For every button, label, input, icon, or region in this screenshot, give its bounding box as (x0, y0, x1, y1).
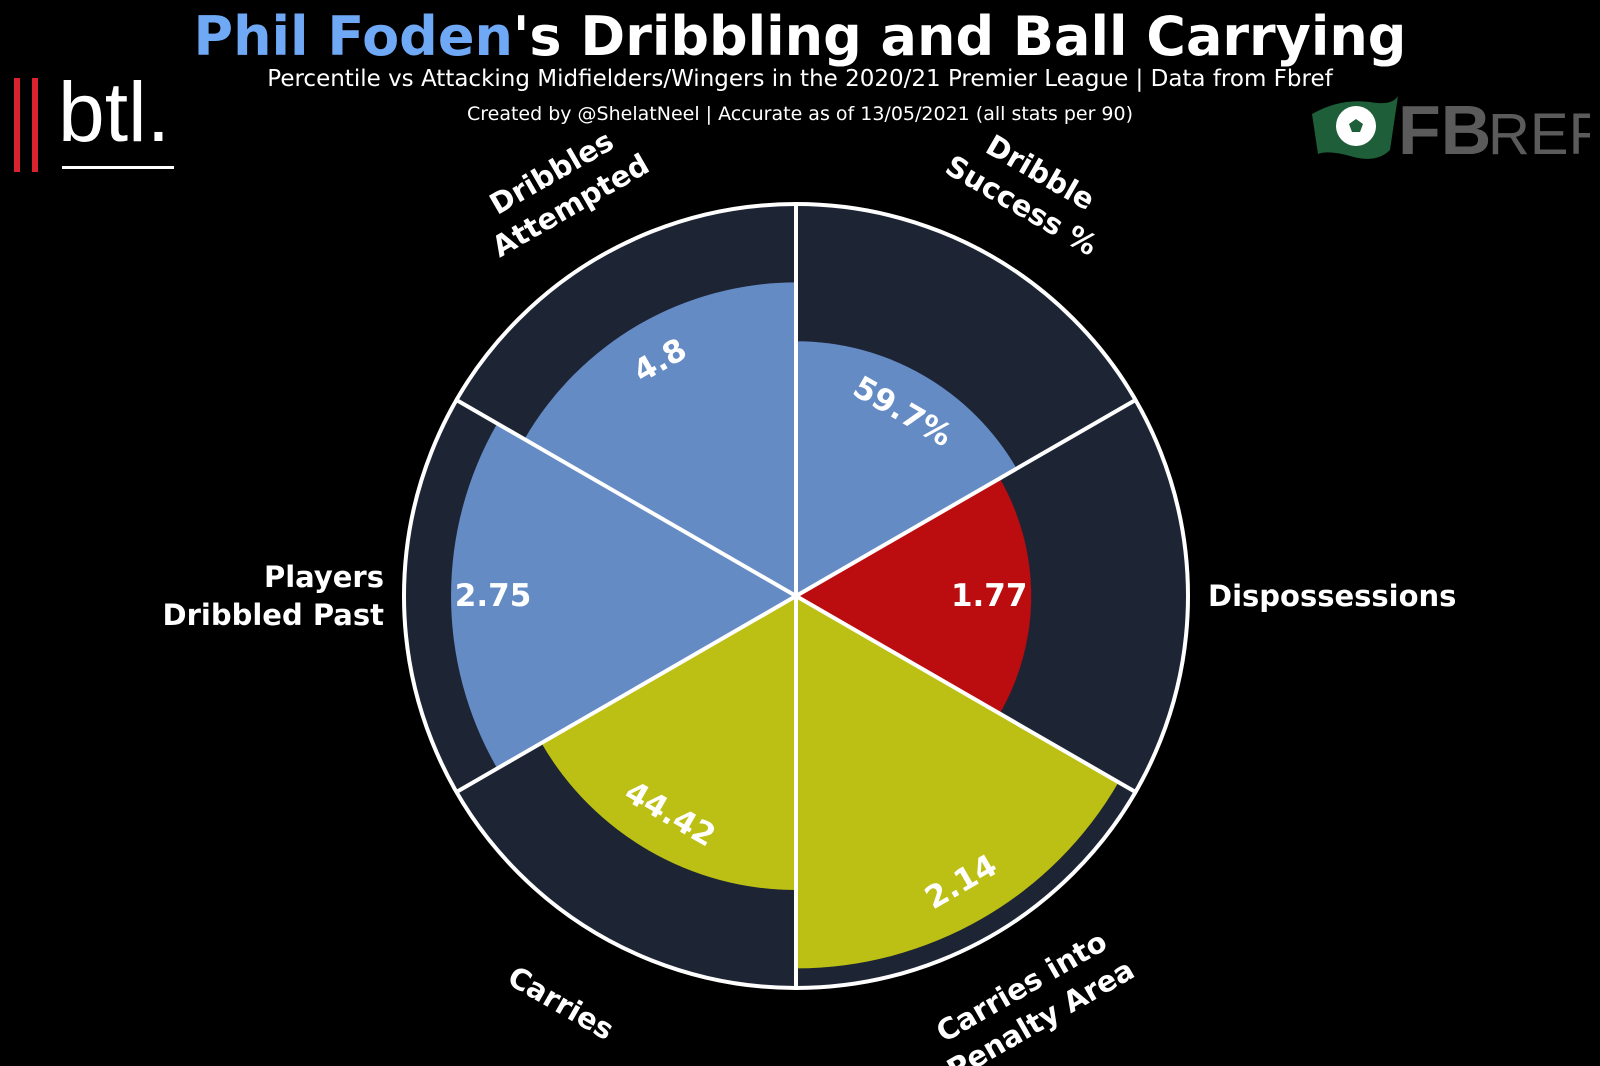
credit-line: Created by @ShelatNeel | Accurate as of … (466, 103, 1134, 125)
category-label-players-dribbled-past: Players Dribbled Past (163, 560, 385, 632)
slice-value-dispossessions (796, 478, 1032, 714)
divider-line (455, 398, 797, 598)
player-name: Phil Foden (193, 5, 513, 68)
fbref-logo: FB REF (1312, 92, 1590, 167)
title-text: 's Dribbling and Ball Carrying (512, 5, 1407, 68)
chart-subtitle: Percentile vs Attacking Midfielders/Wing… (267, 66, 1333, 92)
slice-value-carries-into-penalty-area (796, 596, 1119, 969)
btl-logo-bars (14, 78, 48, 172)
divider-lines (402, 202, 1190, 990)
value-label-dispossessions: 1.77 (951, 578, 1028, 614)
category-label-dribble-success: DribbleSuccess % (940, 115, 1123, 262)
category-label-carries: Carries (502, 959, 620, 1047)
outer-ring (402, 202, 1190, 990)
value-label-players-dribbled-past: 2.75 (455, 578, 532, 614)
chart-title: Phil Foden's Dribbling and Ball Carrying (0, 4, 1600, 70)
divider-line (794, 398, 1137, 598)
fbref-ref-text: REF (1488, 102, 1590, 167)
ball-pentagon (1349, 119, 1363, 132)
slice-value-dribbles-attempted (524, 282, 796, 596)
slice-value-carries (541, 596, 796, 890)
divider-line (455, 594, 797, 794)
btl-logo: btl. (8, 65, 208, 176)
btl-logo-underline (62, 166, 174, 169)
fbref-fb-text: FB (1398, 92, 1491, 167)
slice-value-players-dribbled-past (451, 423, 796, 769)
value-slices (451, 282, 1119, 969)
divider-line (794, 594, 1137, 794)
slice-value-dribble-success (796, 341, 1017, 596)
category-label-dispossessions: Dispossessions (1208, 579, 1456, 613)
btl-logo-text: btl. (58, 65, 171, 159)
